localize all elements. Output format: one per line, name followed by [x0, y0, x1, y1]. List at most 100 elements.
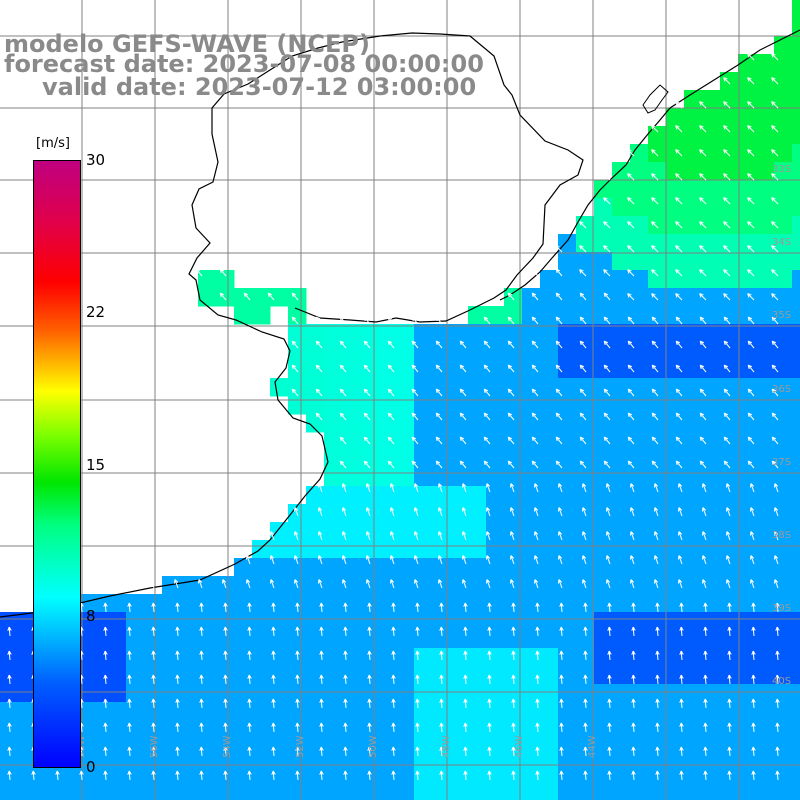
wind-speed-cell — [414, 432, 433, 451]
wind-speed-cell — [774, 108, 793, 127]
wind-arrow — [679, 746, 684, 757]
latitude-label: 36S — [772, 384, 791, 395]
wind-arrow — [631, 770, 636, 781]
wind-arrow — [339, 436, 347, 445]
wind-speed-cell — [702, 738, 721, 757]
wind-speed-cell — [252, 594, 271, 613]
wind-arrow — [703, 722, 708, 733]
wind-speed-cell — [468, 486, 487, 505]
wind-speed-cell — [288, 540, 307, 559]
wind-speed-cell — [432, 774, 451, 793]
wind-arrow — [150, 579, 155, 589]
wind-speed-cell — [648, 630, 667, 649]
wind-arrow — [703, 674, 708, 685]
wind-speed-cell — [324, 558, 343, 577]
wind-arrow — [151, 746, 156, 757]
wind-speed-cell — [396, 738, 415, 757]
wind-arrow — [723, 245, 731, 253]
wind-speed-cell — [720, 522, 739, 541]
wind-arrow — [511, 650, 516, 661]
wind-speed-cell — [774, 396, 793, 415]
wind-speed-cell — [288, 720, 307, 739]
wind-arrow — [631, 602, 636, 613]
wind-speed-cell — [774, 630, 793, 649]
wind-speed-cell — [450, 378, 469, 397]
wind-speed-cell — [396, 576, 415, 595]
wind-arrow — [363, 388, 371, 397]
wind-speed-cell — [720, 612, 739, 631]
wind-speed-cell — [792, 378, 800, 397]
wind-speed-cell — [468, 774, 487, 793]
wind-speed-cell — [774, 144, 793, 163]
wind-arrow — [727, 674, 732, 685]
wind-speed-cell — [414, 594, 433, 613]
wind-arrow — [487, 698, 492, 709]
wind-speed-cell — [432, 324, 451, 343]
wind-speed-cell — [720, 162, 739, 181]
wind-speed-cell — [558, 792, 577, 800]
wind-speed-cell — [774, 324, 793, 343]
wind-speed-cell — [396, 450, 415, 469]
wind-speed-cell — [486, 558, 505, 577]
wind-speed-cell — [612, 630, 631, 649]
wind-speed-cell — [270, 378, 289, 397]
wind-speed-cell — [540, 288, 559, 307]
wind-arrow — [199, 698, 204, 709]
wind-arrow — [483, 436, 491, 445]
wind-arrow — [267, 292, 275, 301]
wind-arrow — [463, 722, 468, 733]
wind-speed-cell — [522, 468, 541, 487]
wind-speed-cell — [540, 630, 559, 649]
wind-speed-cell — [468, 414, 487, 433]
wind-speed-cell — [594, 360, 613, 379]
wind-arrow — [534, 579, 539, 589]
wind-speed-cell — [162, 792, 181, 800]
wind-speed-cell — [522, 360, 541, 379]
wind-arrow — [459, 340, 467, 349]
wind-speed-cell — [738, 792, 757, 800]
wind-speed-cell — [216, 720, 235, 739]
wind-speed-cell — [522, 414, 541, 433]
wind-arrow — [435, 316, 443, 325]
wind-arrow — [223, 770, 228, 781]
map-title-valid-date: valid date: 2023-07-12 03:00:00 — [42, 73, 477, 101]
wind-arrow — [675, 197, 683, 205]
wind-speed-cell — [306, 414, 325, 433]
wind-arrow — [558, 531, 563, 541]
wind-speed-cell — [720, 288, 739, 307]
wind-speed-cell — [720, 216, 739, 235]
wind-arrow — [103, 698, 108, 709]
wind-speed-cell — [684, 90, 703, 109]
wind-speed-cell — [468, 702, 487, 721]
wind-speed-cell — [180, 612, 199, 631]
wind-speed-cell — [504, 540, 523, 559]
wind-speed-cell — [540, 738, 559, 757]
wind-arrow — [462, 483, 467, 493]
wind-speed-cell — [666, 522, 685, 541]
wind-speed-cell — [378, 522, 397, 541]
wind-speed-cell — [450, 738, 469, 757]
wind-speed-cell — [666, 738, 685, 757]
wind-arrow — [655, 602, 660, 613]
wind-arrow — [462, 507, 467, 517]
wind-arrow — [366, 531, 371, 541]
wind-speed-cell — [738, 720, 757, 739]
wind-speed-cell — [234, 684, 253, 703]
wind-arrow — [651, 388, 659, 397]
wind-speed-cell — [18, 648, 37, 667]
wind-arrow — [271, 746, 276, 757]
wind-speed-cell — [720, 252, 739, 271]
wind-arrow — [675, 173, 683, 181]
wind-speed-cell — [396, 342, 415, 361]
wind-arrow — [579, 436, 587, 445]
wind-speed-cell — [252, 612, 271, 631]
wind-arrow — [103, 626, 108, 637]
wind-speed-cell — [126, 684, 145, 703]
wind-speed-cell — [234, 648, 253, 667]
wind-speed-cell — [738, 252, 757, 271]
wind-arrow — [463, 698, 468, 709]
wind-arrow — [679, 722, 684, 733]
wind-speed-cell — [594, 270, 613, 289]
wind-arrow — [699, 436, 707, 445]
wind-speed-cell — [684, 486, 703, 505]
